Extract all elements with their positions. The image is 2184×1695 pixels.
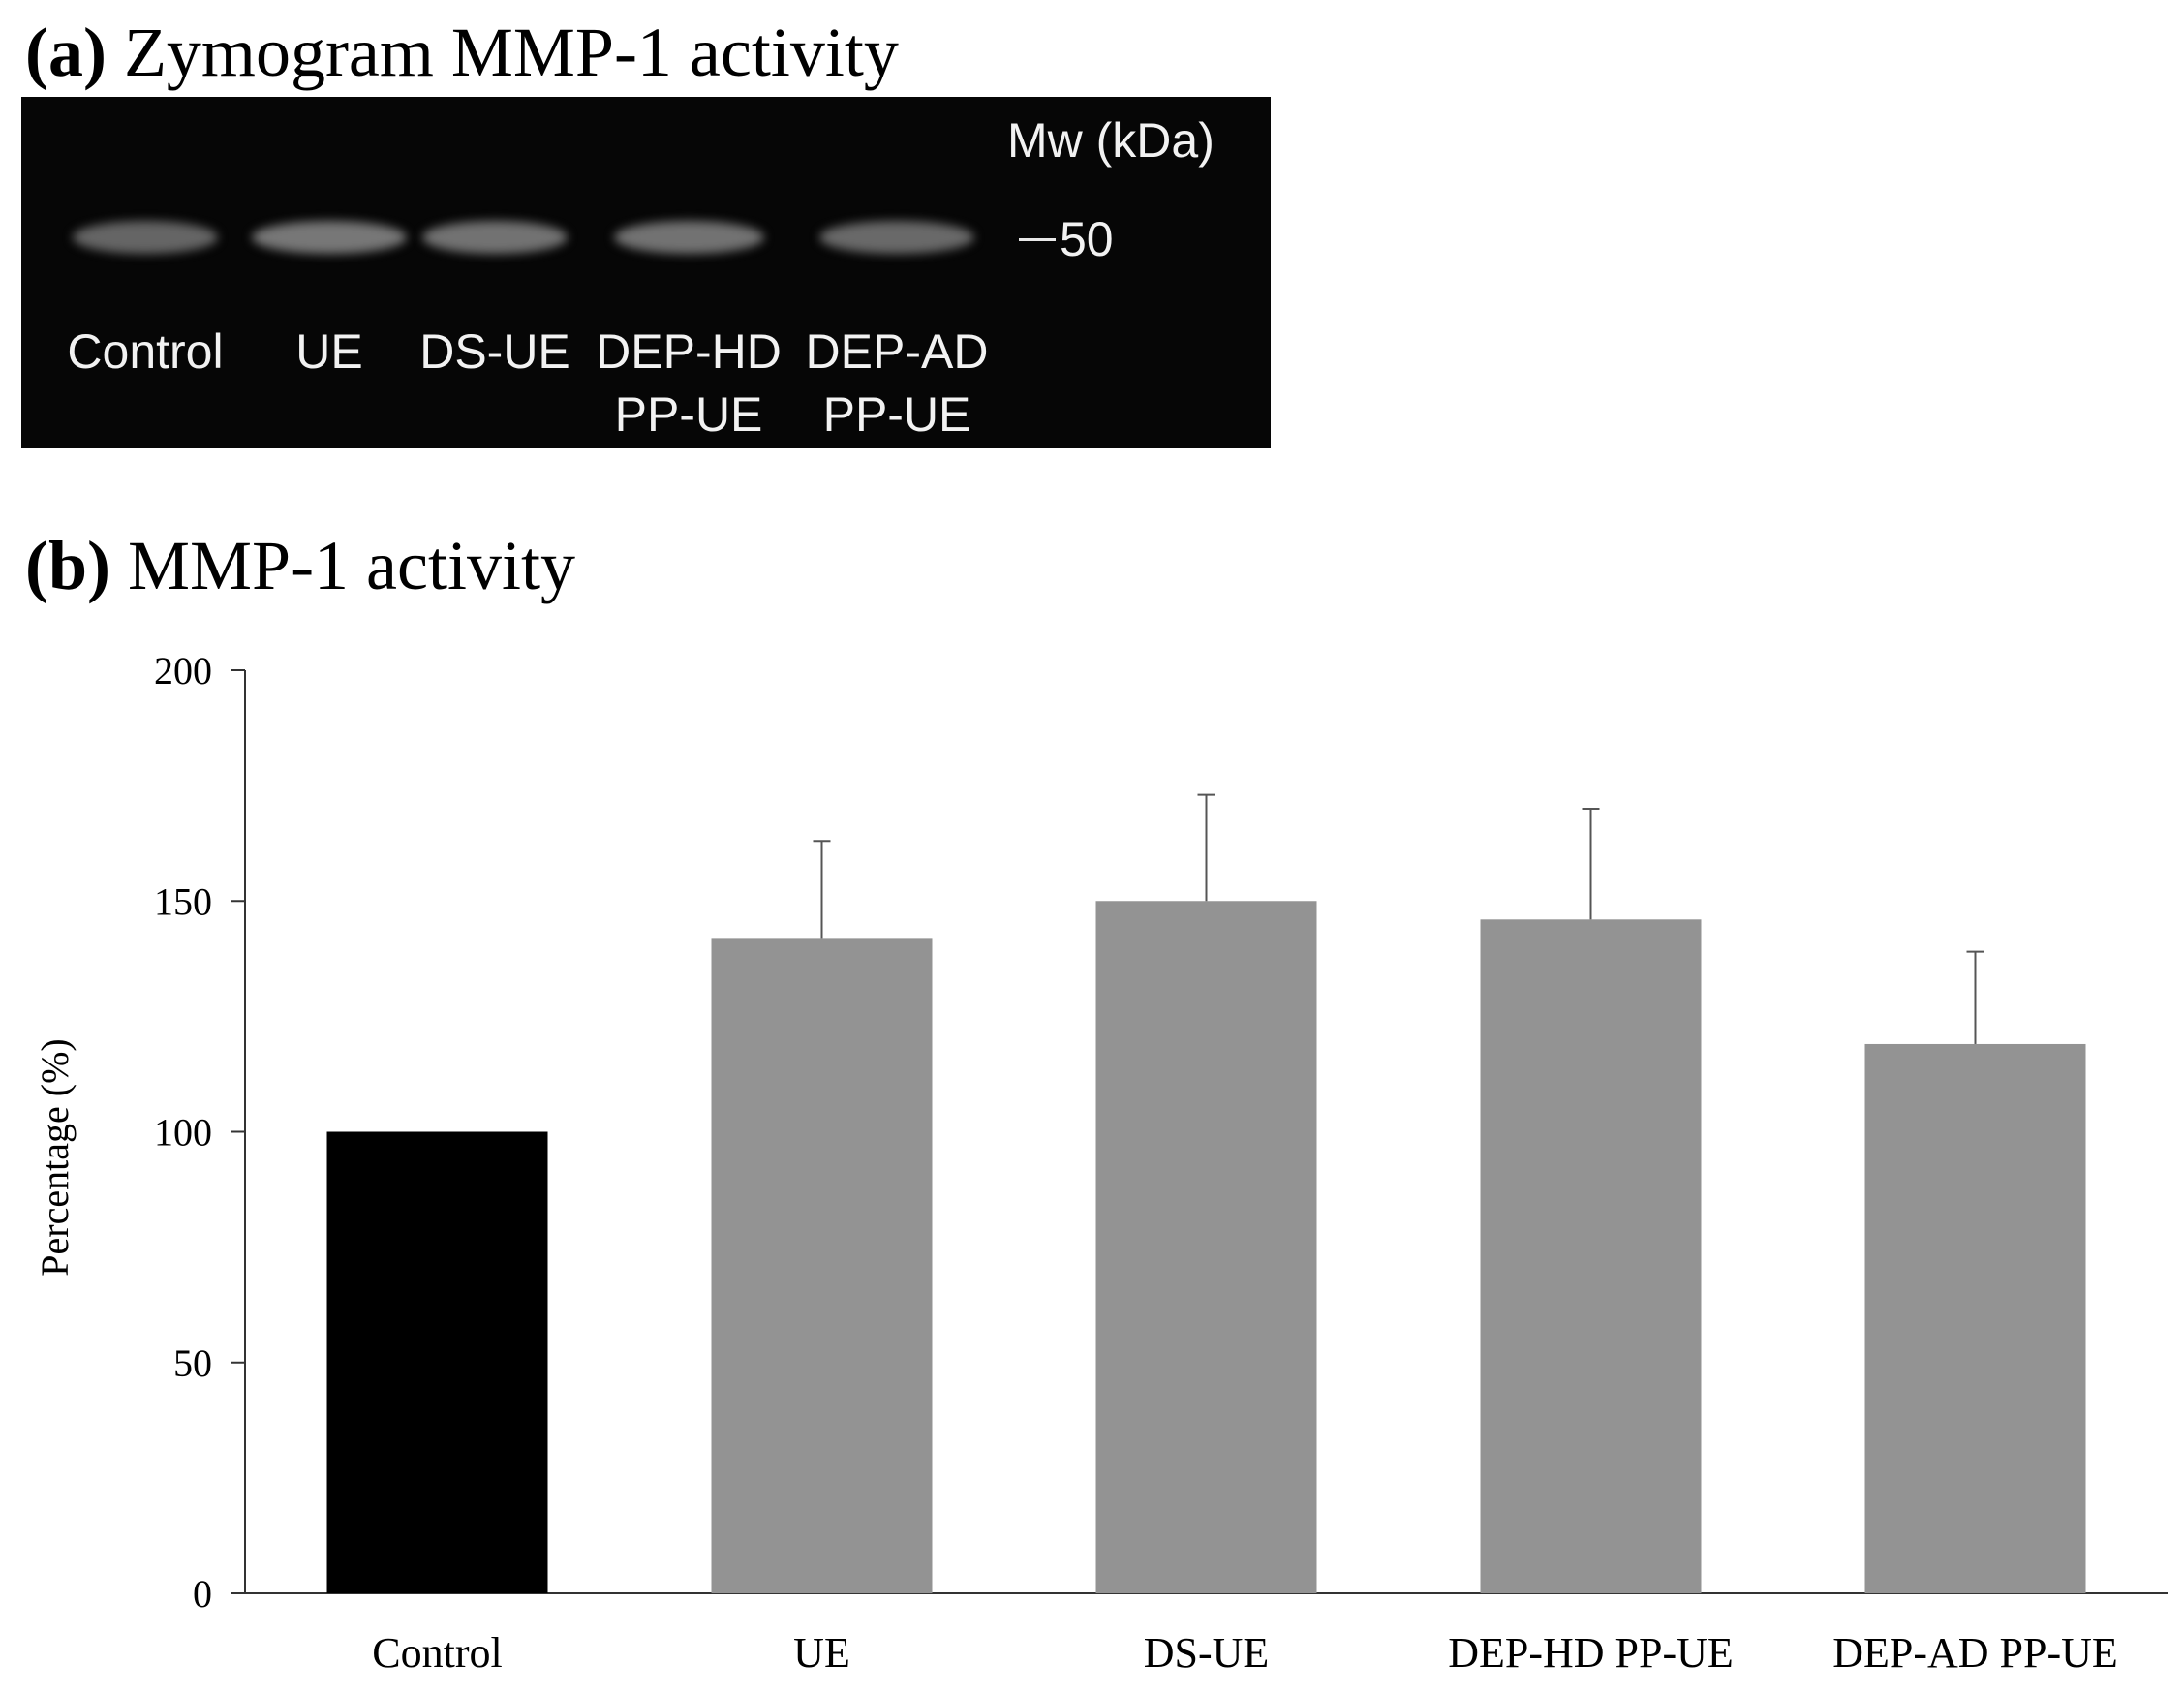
y-tick-label: 50 — [173, 1341, 212, 1385]
lane-label-line2: PP-UE — [822, 387, 971, 442]
panel-a-title-text: Zymogram MMP-1 activity — [123, 14, 899, 91]
gel-band — [819, 221, 974, 254]
panel-a-title: (a) Zymogram MMP-1 activity — [25, 17, 899, 87]
lane-label: DEP-HD — [596, 324, 782, 379]
mw-marker-tick — [1019, 238, 1056, 241]
lane-label: DEP-AD — [805, 324, 989, 379]
y-tick-label: 150 — [154, 879, 212, 923]
gel-band — [422, 221, 568, 254]
bar — [711, 938, 933, 1593]
mw-label: Mw (kDa) — [1007, 113, 1215, 168]
chart-x-labels: Control UE DS-UE DEP-HD PP-UE DEP-AD PP-UE — [372, 1629, 2118, 1677]
zymogram-gel-image: Mw (kDa) 50 Control UE DS-UE DEP-HD PP-UE DEP… — [21, 97, 1271, 448]
gel-band — [252, 221, 407, 254]
y-tick-label: 0 — [193, 1572, 212, 1616]
panel-b-label-bold: (b) — [25, 527, 110, 604]
x-tick-label: DEP-AD PP-UE — [1832, 1629, 2118, 1677]
lane-label: UE — [295, 324, 363, 379]
mw-marker-value: 50 — [1060, 212, 1114, 266]
bar — [1480, 919, 1702, 1593]
y-axis-label: Percentage (%) — [33, 1038, 77, 1276]
panel-b-title: (b) MMP-1 activity — [25, 531, 575, 601]
x-tick-label: Control — [372, 1629, 502, 1677]
y-tick-label: 200 — [154, 649, 212, 693]
bar — [1864, 1043, 2086, 1593]
panel-a-label: (a) — [25, 14, 107, 91]
x-tick-label: UE — [793, 1629, 850, 1677]
x-tick-label: DS-UE — [1144, 1629, 1270, 1677]
y-tick-label: 100 — [154, 1111, 212, 1155]
gel-band — [73, 221, 218, 254]
bar — [326, 1131, 548, 1593]
panel-b-title-text: MMP-1 activity — [128, 527, 575, 604]
lane-label: DS-UE — [419, 324, 570, 379]
lane-label: Control — [67, 324, 224, 379]
gel-band — [613, 221, 764, 254]
panel-a-label-bold: (a) — [25, 14, 107, 91]
lane-label-line2: PP-UE — [614, 387, 763, 442]
chart-error-bars — [813, 793, 1984, 1044]
x-tick-label: DEP-HD PP-UE — [1448, 1629, 1734, 1677]
chart-bars — [326, 901, 2086, 1593]
panel-b-label: (b) — [25, 527, 110, 604]
bar — [1095, 901, 1317, 1593]
